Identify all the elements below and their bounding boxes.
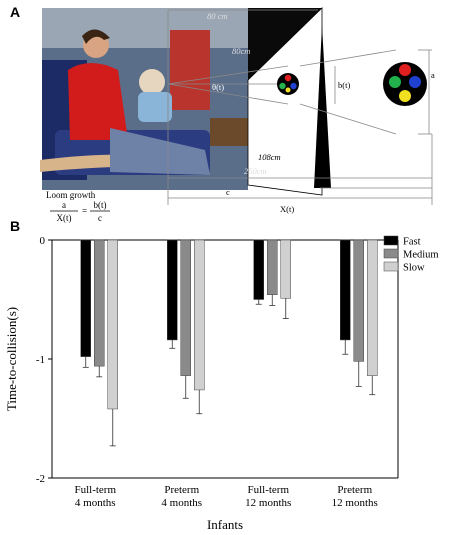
photo-ceiling [42, 8, 248, 48]
legend-swatch [383, 235, 399, 246]
formula-rhs-den: c [98, 213, 102, 223]
bar [253, 239, 264, 300]
formula-lhs-den: X(t) [57, 213, 72, 223]
y-tick-label: -2 [36, 473, 45, 485]
x-tick-label: Preterm [164, 484, 199, 496]
photo-mother-shirt [68, 63, 128, 140]
large-loom-disc [383, 62, 427, 106]
x-tick-label: Preterm [337, 484, 372, 496]
x-tick-label: 4 months [161, 497, 202, 509]
formula-rhs-num: b(t) [94, 200, 107, 210]
label-c: c [226, 187, 230, 197]
formula-lhs-num: a [62, 200, 66, 210]
bar [267, 239, 278, 295]
formula-eq: = [82, 206, 87, 216]
legend-swatch [383, 248, 399, 259]
photo-mother-jeans [110, 128, 210, 175]
photo-baby-head [139, 69, 165, 95]
x-tick-label: Full-term [247, 484, 289, 496]
projection-screen [247, 7, 323, 196]
legend-swatch [383, 261, 399, 272]
label-a: a [431, 70, 435, 80]
bar [280, 239, 291, 299]
bar [167, 239, 178, 341]
label-dist-mid: 80cm [232, 46, 250, 56]
legend-label: Medium [403, 250, 439, 261]
y-tick-label: -1 [36, 354, 45, 366]
x-tick-label: Full-term [74, 484, 116, 496]
bar [80, 239, 91, 357]
panel-b-letter: B [10, 218, 21, 234]
photo-baby-body [138, 92, 172, 122]
y-tick-label: 0 [40, 235, 46, 247]
y-axis-title: Time-to-collision(s) [4, 307, 19, 411]
photo-table [210, 118, 248, 146]
bar [194, 239, 205, 391]
bar [107, 239, 118, 410]
panel-a-illustration: 80 cm 80cm θ(t) b(t) a 108cm 250cm c X(t… [40, 7, 435, 223]
bar [340, 239, 351, 341]
measurement-lines [167, 9, 433, 205]
x-axis-title: Infants [207, 517, 243, 532]
bar [353, 239, 364, 362]
bar [367, 239, 378, 376]
label-theta: θ(t) [212, 82, 224, 92]
x-tick-label: 4 months [75, 497, 116, 509]
formula-title: Loom growth [46, 190, 96, 200]
label-dist-top: 80 cm [207, 11, 228, 21]
small-loom-disc [277, 73, 299, 95]
label-dist-floor: 250cm [244, 166, 267, 176]
photo-red-panel [170, 30, 210, 110]
bar [94, 239, 105, 367]
panel-a-letter: A [10, 4, 21, 20]
x-tick-label: 12 months [332, 497, 378, 509]
label-x: X(t) [280, 204, 294, 214]
label-b: b(t) [338, 80, 350, 90]
legend-label: Slow [403, 263, 425, 274]
legend-label: Fast [403, 237, 421, 248]
photo-mother-hair [82, 29, 110, 44]
label-dist-low: 108cm [258, 152, 281, 162]
screen-support-triangle [314, 25, 331, 188]
loom-formula: Loom growth a X(t) = b(t) c [46, 190, 110, 223]
bar [180, 239, 191, 376]
x-tick-label: 12 months [245, 497, 291, 509]
